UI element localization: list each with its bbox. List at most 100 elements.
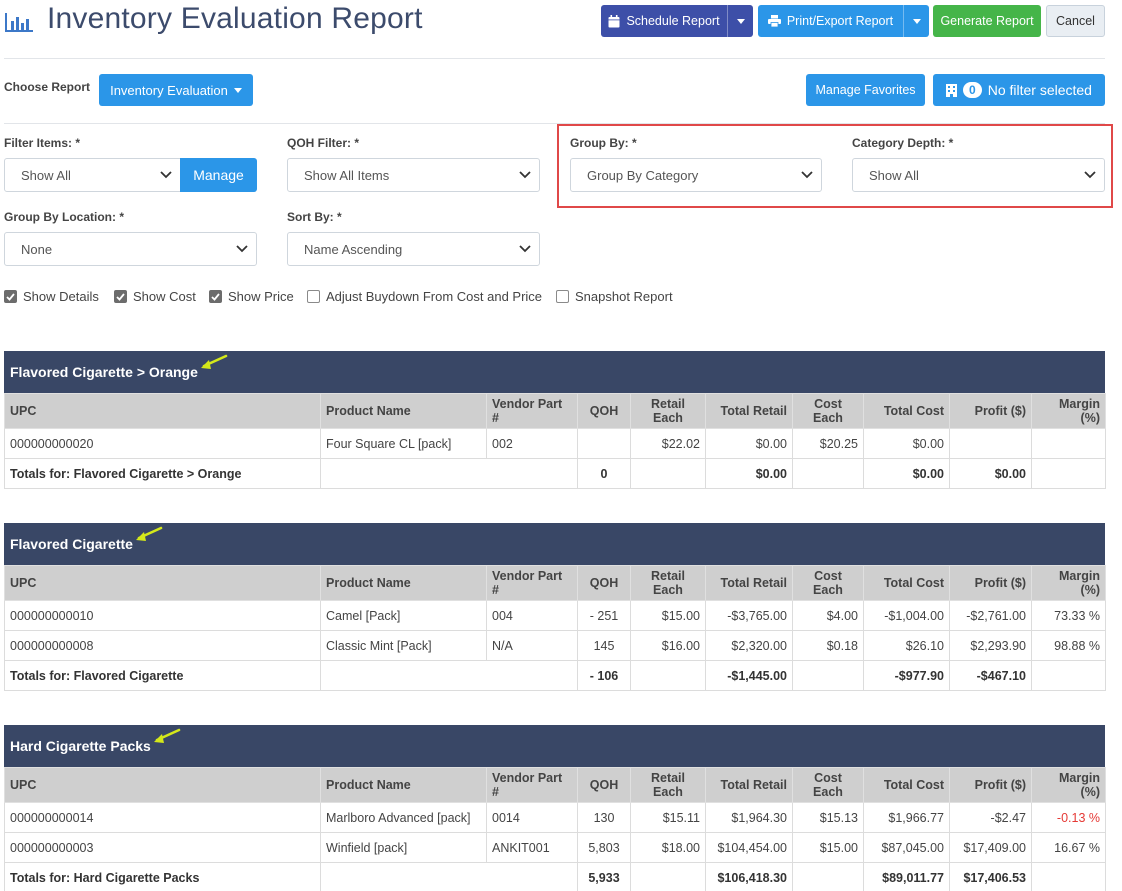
sort-by-select[interactable]: Name Ascending (287, 232, 540, 266)
column-header-upc: UPC (4, 767, 321, 803)
schedule-report-button[interactable]: Schedule Report (601, 5, 753, 37)
annotation-arrow-icon (135, 526, 163, 541)
section-header: Flavored Cigarette (4, 523, 1105, 565)
show-details-checkbox[interactable]: Show Details (4, 289, 99, 304)
column-header-profit: Profit ($) (949, 565, 1032, 601)
cell-upc: 000000000020 (4, 428, 321, 459)
column-header-upc: UPC (4, 393, 321, 429)
checkbox-label: Show Price (228, 289, 294, 304)
category-depth-select[interactable]: Show All (852, 158, 1105, 192)
cell-margin: 16.67 % (1031, 832, 1106, 863)
generate-report-button[interactable]: Generate Report (933, 5, 1041, 37)
group-by-location-select[interactable]: None (4, 232, 257, 266)
totals-total-cost: -$977.90 (863, 660, 950, 691)
chevron-down-icon (236, 245, 248, 253)
cell-total-cost: $26.10 (863, 630, 950, 661)
checkbox-label: Show Cost (133, 289, 196, 304)
checkbox-box[interactable] (4, 290, 17, 303)
adjust-buydown-checkbox[interactable]: Adjust Buydown From Cost and Price (307, 289, 542, 304)
totals-profit: $17,406.53 (949, 862, 1032, 891)
cell-empty (1031, 862, 1106, 891)
cell-product-name: Winfield [pack] (320, 832, 487, 863)
totals-profit: -$467.10 (949, 660, 1032, 691)
show-price-checkbox[interactable]: Show Price (209, 289, 294, 304)
checkbox-label: Adjust Buydown From Cost and Price (326, 289, 543, 304)
manage-filter-button[interactable]: Manage (180, 158, 257, 192)
cell-vendor-part: ANKIT001 (486, 832, 578, 863)
checkmark-icon (211, 292, 220, 301)
group-by-value: Group By Category (587, 167, 699, 183)
cell-empty (320, 862, 578, 891)
filter-count-badge: 0 (963, 82, 982, 98)
report-selected-label: Inventory Evaluation (110, 82, 228, 98)
cell-margin: 98.88 % (1031, 630, 1106, 661)
table-row: 000000000003 Winfield [pack] ANKIT001 5,803… (4, 832, 1106, 863)
column-header-retail-each: Retail Each (630, 767, 706, 803)
group-by-location-label: Group By Location: * (4, 210, 124, 224)
cell-qoh: 145 (577, 630, 631, 661)
choose-report-dropdown[interactable]: Inventory Evaluation (99, 74, 253, 106)
filter-selection-button[interactable]: 0 No filter selected (933, 74, 1105, 106)
cell-cost-each: $20.25 (792, 428, 864, 459)
group-by-location-value: None (21, 241, 53, 257)
report-table: UPC Product Name Vendor Part # QOH Retail Ea… (4, 393, 1106, 489)
cancel-button[interactable]: Cancel (1046, 5, 1105, 37)
chevron-down-icon (519, 171, 531, 179)
cell-profit (949, 428, 1032, 459)
manage-favorites-button[interactable]: Manage Favorites (806, 74, 925, 106)
cell-empty (630, 660, 706, 691)
checkbox-box[interactable] (114, 290, 127, 303)
cell-empty (792, 660, 864, 691)
column-header-retail-each: Retail Each (630, 393, 706, 429)
checkbox-box[interactable] (556, 290, 569, 303)
cell-qoh: - 251 (577, 600, 631, 631)
cell-total-cost: $87,045.00 (863, 832, 950, 863)
cell-profit: -$2,761.00 (949, 600, 1032, 631)
table-header-row: UPC Product Name Vendor Part # QOH Retail Ea… (4, 565, 1106, 601)
totals-row: Totals for: Hard Cigarette Packs 5,933 $10… (4, 862, 1106, 891)
snapshot-report-checkbox[interactable]: Snapshot Report (556, 289, 673, 304)
group-by-select[interactable]: Group By Category (570, 158, 822, 192)
column-header-cost-each: Cost Each (792, 393, 864, 429)
cell-upc: 000000000014 (4, 802, 321, 833)
column-header-qoh: QOH (577, 393, 631, 429)
cell-total-retail: -$3,765.00 (705, 600, 793, 631)
column-header-profit: Profit ($) (949, 393, 1032, 429)
cell-upc: 000000000008 (4, 630, 321, 661)
totals-label: Totals for: Flavored Cigarette > Orange (4, 458, 321, 489)
cell-product-name: Four Square CL [pack] (320, 428, 487, 459)
column-header-total-cost: Total Cost (863, 393, 950, 429)
column-header-upc: UPC (4, 565, 321, 601)
cell-product-name: Camel [Pack] (320, 600, 487, 631)
print-export-label: Print/Export Report (786, 14, 894, 28)
column-header-qoh: QOH (577, 565, 631, 601)
print-export-button[interactable]: Print/Export Report (758, 5, 929, 37)
checkbox-box[interactable] (307, 290, 320, 303)
schedule-dropdown-toggle[interactable] (727, 5, 753, 37)
column-header-total-retail: Total Retail (705, 565, 793, 601)
table-row: 000000000008 Classic Mint [Pack] N/A 145 $16… (4, 630, 1106, 661)
totals-qoh: 0 (577, 458, 631, 489)
chevron-down-icon (519, 245, 531, 253)
report-table: UPC Product Name Vendor Part # QOH Retail Ea… (4, 565, 1106, 691)
totals-label: Totals for: Flavored Cigarette (4, 660, 321, 691)
qoh-filter-select[interactable]: Show All Items (287, 158, 540, 192)
cell-total-retail: $104,454.00 (705, 832, 793, 863)
totals-total-retail: $106,418.30 (705, 862, 793, 891)
printer-icon (767, 15, 781, 27)
cell-empty (792, 862, 864, 891)
cell-retail-each: $15.00 (630, 600, 706, 631)
cell-profit: -$2.47 (949, 802, 1032, 833)
chevron-down-icon (233, 87, 242, 93)
print-dropdown-toggle[interactable] (903, 5, 929, 37)
cell-profit: $17,409.00 (949, 832, 1032, 863)
cell-empty (320, 660, 578, 691)
column-header-cost-each: Cost Each (792, 767, 864, 803)
checkbox-box[interactable] (209, 290, 222, 303)
filter-items-select[interactable]: Show All (4, 158, 181, 192)
cell-cost-each: $4.00 (792, 600, 864, 631)
category-depth-value: Show All (869, 167, 919, 183)
report-section: Flavored Cigarette > Orange UPC Product Na… (4, 351, 1106, 489)
show-cost-checkbox[interactable]: Show Cost (114, 289, 196, 304)
annotation-arrow-icon (153, 728, 181, 743)
